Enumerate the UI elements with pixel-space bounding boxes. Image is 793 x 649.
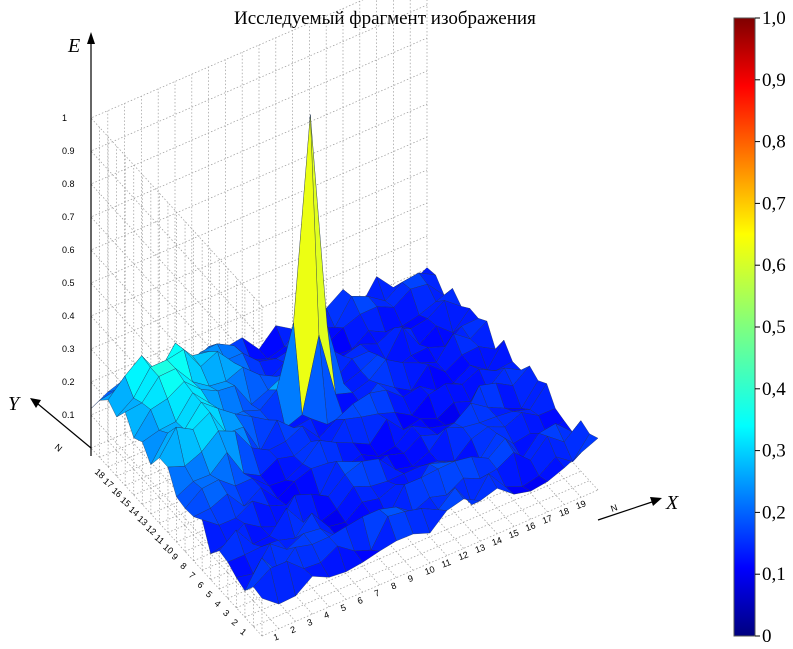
- x-tick-label: 8: [390, 580, 398, 591]
- y-tick-label: 18: [93, 467, 107, 481]
- z-tick-label: 1: [62, 113, 67, 123]
- z-tick-label: 0.6: [62, 245, 75, 255]
- x-tick-label: 18: [558, 506, 571, 519]
- y-tick-label: 10: [161, 542, 175, 556]
- surface-patch: [253, 567, 280, 605]
- x-tick-label: 6: [356, 595, 364, 606]
- colorbar-tick-label: 0,4: [762, 379, 786, 400]
- colorbar-tick-label: 0: [762, 626, 772, 647]
- colorbar-tick-label: 0,1: [762, 564, 786, 585]
- z-tick-label: 0.8: [62, 179, 75, 189]
- x-tick-label: 12: [457, 549, 470, 562]
- x-tick-label: 19: [574, 498, 587, 511]
- y-tick-label: 14: [127, 504, 141, 518]
- x-tick-label: 13: [474, 542, 487, 555]
- axes: [30, 32, 662, 521]
- colorbar-tick-label: 0,6: [762, 255, 786, 276]
- y-tick-label: 5: [204, 589, 214, 600]
- y-tick-label: 12: [144, 523, 158, 537]
- y-tick-label: 3: [221, 608, 231, 619]
- y-axis-label: Y: [8, 393, 21, 415]
- colorbar-tick-label: 0,7: [762, 193, 786, 214]
- x-tick-label: 2: [289, 624, 297, 635]
- z-tick-label: 0.4: [62, 311, 75, 321]
- z-axis-label: E: [67, 35, 80, 57]
- x-tick-label: 1: [272, 631, 280, 642]
- colorbar: 0 0,1 0,2 0,3 0,4 0,5 0,6 0,7 0,8 0,9 1,0: [733, 8, 786, 647]
- y-tick-label: 15: [118, 495, 132, 509]
- axis-ticks: 0.10.20.30.40.50.60.70.80.91123456789101…: [53, 113, 619, 643]
- y-tick-label: 17: [101, 476, 115, 490]
- x-tick-label: 16: [524, 520, 537, 533]
- colorbar-tick-label: 0,5: [762, 317, 786, 338]
- x-tick-label: 14: [490, 535, 503, 548]
- colorbar-tick-label: 0,8: [762, 132, 786, 153]
- surface-mesh: [90, 114, 599, 605]
- z-tick-label: 0.9: [62, 146, 75, 156]
- x-tick-label: 5: [339, 602, 347, 613]
- y-tick-label: 1: [238, 626, 248, 637]
- y-tick-label: 16: [110, 485, 124, 499]
- colorbar-tick-label: 0,3: [762, 441, 786, 462]
- x-tick-label: 11: [440, 557, 452, 570]
- x-tick-label: 9: [406, 573, 414, 584]
- x-corner-label: N: [609, 502, 619, 514]
- colorbar-tick-label: 0,2: [762, 502, 786, 523]
- y-corner-label: N: [53, 442, 64, 454]
- y-tick-label: 8: [178, 561, 188, 572]
- y-tick-label: 11: [153, 532, 167, 546]
- z-tick-label: 0.3: [62, 344, 75, 354]
- y-tick-label: 4: [213, 598, 223, 609]
- x-tick-label: 17: [541, 513, 554, 526]
- x-axis-label: X: [665, 492, 679, 514]
- y-tick-label: 2: [230, 617, 240, 628]
- x-tick-label: 10: [423, 564, 436, 577]
- y-tick-label: 6: [195, 579, 205, 590]
- colorbar-tick-label: 1,0: [762, 8, 786, 29]
- colorbar-tick-label: 0,9: [762, 70, 786, 91]
- y-tick-label: 9: [170, 551, 180, 562]
- y-tick-label: 13: [136, 514, 150, 528]
- x-tick-label: 7: [373, 588, 381, 599]
- x-tick-label: 15: [507, 528, 520, 541]
- x-tick-label: 3: [306, 617, 314, 628]
- z-tick-label: 0.5: [62, 278, 75, 288]
- z-tick-label: 0.1: [62, 410, 75, 420]
- y-tick-label: 7: [187, 570, 197, 581]
- z-tick-label: 0.7: [62, 212, 75, 222]
- z-tick-label: 0.2: [62, 377, 75, 387]
- x-tick-label: 4: [322, 610, 330, 621]
